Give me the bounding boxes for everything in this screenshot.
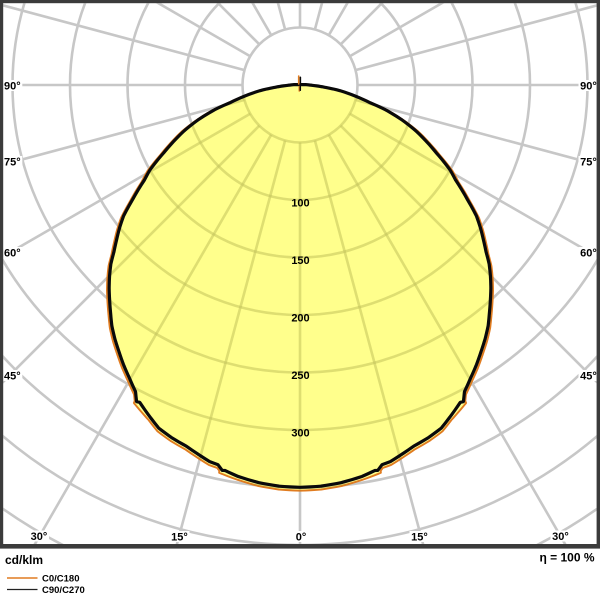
- svg-text:45°: 45°: [580, 371, 597, 383]
- svg-text:75°: 75°: [580, 157, 597, 169]
- svg-text:η = 100 %: η = 100 %: [539, 551, 594, 565]
- svg-text:90°: 90°: [580, 81, 597, 93]
- svg-text:200: 200: [291, 313, 309, 325]
- svg-text:250: 250: [291, 370, 309, 382]
- svg-text:C0/C180: C0/C180: [42, 573, 80, 584]
- svg-text:60°: 60°: [4, 248, 21, 260]
- svg-text:100: 100: [291, 198, 309, 210]
- svg-text:cd/klm: cd/klm: [5, 553, 43, 567]
- svg-text:90°: 90°: [4, 81, 21, 93]
- svg-text:15°: 15°: [411, 532, 428, 544]
- svg-text:C90/C270: C90/C270: [42, 585, 85, 596]
- svg-text:60°: 60°: [580, 248, 597, 260]
- svg-text:15°: 15°: [171, 532, 188, 544]
- svg-text:300: 300: [291, 428, 309, 440]
- svg-text:45°: 45°: [4, 371, 21, 383]
- svg-text:30°: 30°: [31, 531, 48, 543]
- svg-text:30°: 30°: [552, 531, 569, 543]
- svg-text:150: 150: [291, 255, 309, 267]
- svg-text:0°: 0°: [296, 532, 307, 544]
- svg-text:75°: 75°: [4, 157, 21, 169]
